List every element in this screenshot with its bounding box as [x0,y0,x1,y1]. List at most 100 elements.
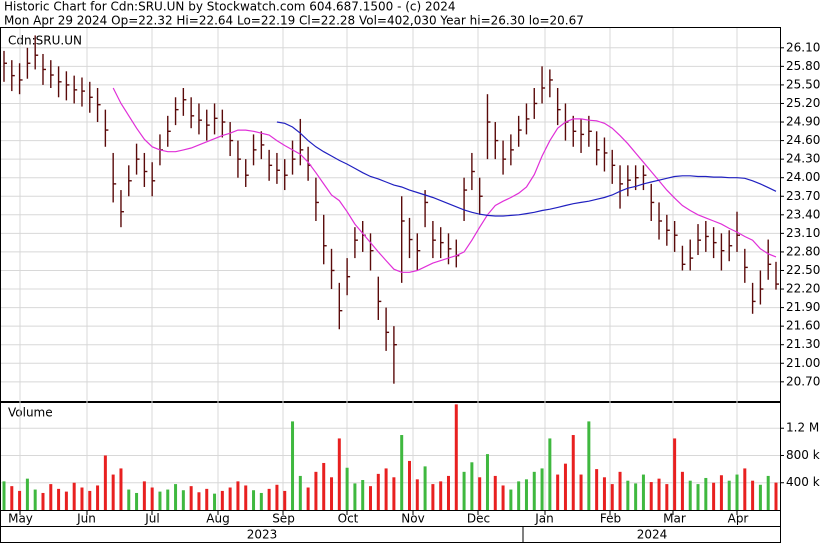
month-label: May [8,512,33,526]
volume-bar [649,482,653,510]
volume-bar [595,469,599,510]
volume-label: Volume [8,406,53,420]
volume-bar [2,481,6,510]
volume-bar [618,471,622,510]
y-tick-label: 23.70 [786,189,820,203]
y-tick-label: 22.80 [786,244,820,258]
volume-bar [696,484,700,510]
volume-bar [478,477,482,510]
volume-bar [556,474,560,510]
volume-bar [439,481,443,510]
volume-bar [485,454,489,510]
volume-bar [306,487,310,510]
month-label: Sep [272,512,295,526]
volume-bar [680,471,684,510]
volume-bar [127,489,131,510]
volume-bar [103,455,107,510]
volume-bar [384,468,388,510]
volume-bar [150,487,154,510]
volume-bar [735,474,739,510]
volume-bar [462,471,466,510]
volume-bar [743,468,747,510]
y-tick-label: 26.10 [786,40,820,54]
volume-bar [704,477,708,510]
volume-bar [774,482,778,510]
volume-bar [174,484,178,510]
year-label: 2023 [247,528,278,542]
volume-bar [751,480,755,510]
y-tick-label: 20.70 [786,374,820,388]
y-tick-label: 25.20 [786,96,820,110]
volume-bar [275,484,279,510]
volume-bar [142,481,146,510]
y-tick-label: 22.20 [786,282,820,296]
moving-average [276,121,777,217]
volume-bar [400,435,404,510]
volume-bar [111,474,115,510]
volume-bar [322,462,326,510]
month-label: Jul [144,512,159,526]
y-tick-label: 25.80 [786,59,820,73]
volume-bar [532,471,536,510]
y-tick-label: 25.50 [786,77,820,91]
volume-bar [602,477,606,510]
volume-bar [673,438,677,510]
volume-bar [33,489,37,510]
volume-bar [665,484,669,510]
volume-bar [657,478,661,510]
volume-bar [470,462,474,510]
y-tick-label: 24.90 [786,115,820,129]
month-label: Feb [600,512,621,526]
volume-bar [345,467,349,510]
y-tick-label: 23.10 [786,226,820,240]
volume-bar [228,487,232,510]
volume-bar [80,487,84,510]
month-label: Nov [401,512,424,526]
volume-bar [57,488,61,510]
volume-bar [337,438,341,510]
volume-bar [423,466,427,510]
volume-bar [626,480,630,510]
volume-bar [509,489,513,510]
volume-bar [571,435,575,510]
y-tick-label: 21.00 [786,356,820,370]
y-tick-label: 22.50 [786,263,820,277]
volume-bar [88,490,92,510]
month-label: Mar [663,512,686,526]
month-label: Dec [467,512,490,526]
volume-bar [283,490,287,510]
volume-bar [548,438,552,510]
volume-bar [376,473,380,510]
volume-bar [361,480,365,510]
y-tick-label: 21.30 [786,337,820,351]
volume-bar [353,483,357,510]
volume-bar [267,488,271,510]
chart-title: Historic Chart for Cdn:SRU.UN by Stockwa… [4,0,456,14]
volume-bar [579,474,583,510]
volume-bar [213,493,217,510]
moving-average [112,87,777,273]
volume-bar [197,492,201,510]
volume-bar [501,485,505,510]
volume-bar [220,490,224,510]
volume-bar [369,486,373,510]
volume-bar [135,492,139,510]
volume-bar [298,475,302,510]
volume-bar [415,479,419,510]
volume-bar [446,475,450,510]
month-label: Jan [534,512,554,526]
volume-bar [181,490,185,510]
volume-bar [407,460,411,510]
year-label: 2024 [637,528,668,542]
volume-bar [587,421,591,510]
volume-bar [314,471,318,510]
volume-bar [634,483,638,510]
volume-bar [25,478,29,510]
volume-bar [641,474,645,510]
volume-bar [252,490,256,510]
volume-bar [236,481,240,510]
volume-bar [158,491,162,510]
volume-bar [330,477,334,510]
volume-bar [727,480,731,510]
